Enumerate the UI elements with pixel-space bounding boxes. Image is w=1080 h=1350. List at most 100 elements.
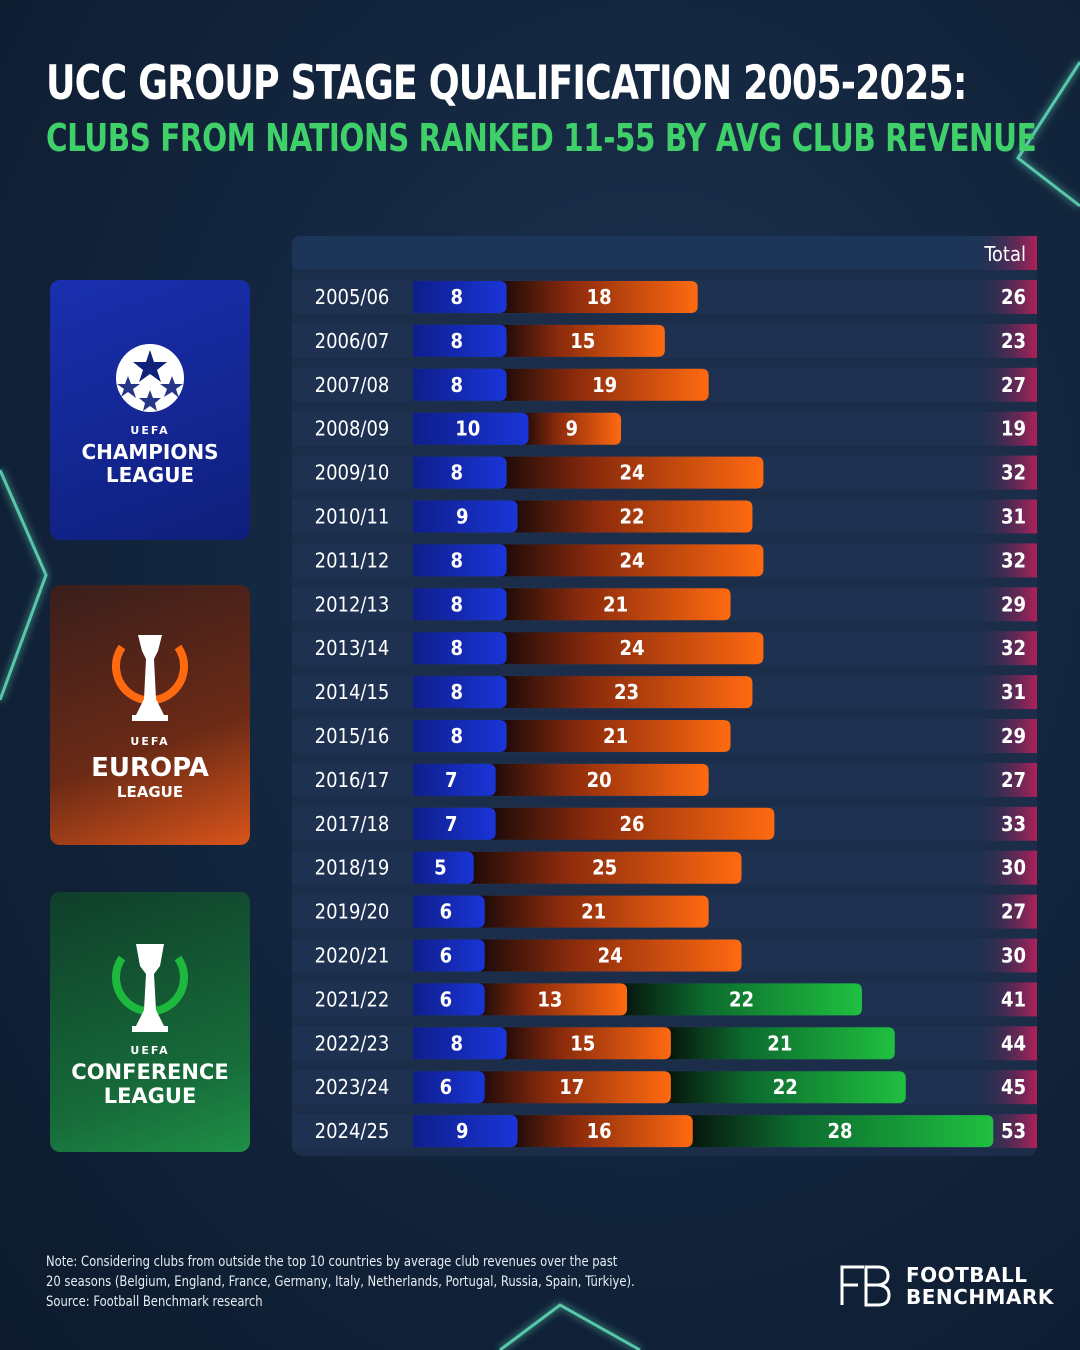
ucl-value-label: 8 (451, 548, 464, 572)
uel-bar (511, 500, 753, 533)
ucl-bar (413, 807, 496, 840)
uel-bar (478, 1071, 671, 1104)
ucl-bar (413, 720, 507, 752)
ucl-bar (413, 1027, 507, 1060)
ucl-value-label: 10 (455, 417, 480, 441)
total-cell-background (970, 411, 1037, 446)
uecl-name-line2: LEAGUE (103, 1084, 197, 1108)
total-value-label: 33 (1001, 812, 1026, 836)
ucl-bar (413, 851, 474, 884)
conference-trophy-icon (112, 944, 188, 1032)
europa-league-panel: UEFA EUROPA LEAGUE (50, 585, 250, 845)
total-value-label: 30 (1001, 856, 1026, 880)
total-cell-background (970, 938, 1037, 973)
chart-title: UCC GROUP STAGE QUALIFICATION 2005-2025: (46, 56, 967, 111)
uecl-bar (686, 1115, 994, 1148)
ucl-value-label: 9 (456, 1119, 469, 1143)
uecl-value-label: 22 (729, 987, 754, 1011)
season-label: 2019/20 (315, 900, 390, 924)
footnote-line2: 20 seasons (Belgium, England, France, Ge… (46, 1274, 635, 1290)
ucl-bar (413, 281, 507, 313)
uel-value-label: 20 (587, 768, 612, 792)
season-label: 2009/10 (315, 461, 390, 485)
ucl-value-label: 8 (451, 329, 464, 353)
uecl-value-label: 22 (773, 1075, 798, 1099)
uel-value-label: 17 (559, 1075, 584, 1099)
ucl-bar (413, 412, 529, 445)
total-cell-background (970, 850, 1037, 885)
uel-value-label: 25 (592, 856, 617, 880)
uel-value-label: 24 (619, 548, 644, 572)
ucl-bar (413, 1071, 485, 1104)
uel-value-label: 21 (603, 592, 628, 616)
uel-bar (478, 939, 742, 972)
uecl-value-label: 28 (828, 1119, 853, 1143)
season-label: 2018/19 (315, 856, 390, 880)
total-cell-background (970, 1026, 1037, 1061)
season-label: 2014/15 (315, 680, 390, 704)
ucl-value-label: 7 (445, 768, 458, 792)
season-label: 2017/18 (315, 812, 390, 836)
ucl-bar (413, 500, 518, 533)
total-column-header: Total (983, 242, 1026, 266)
total-cell-background (970, 1070, 1037, 1105)
ucl-bar (413, 1115, 518, 1148)
total-value-label: 26 (1001, 285, 1026, 309)
uel-bar (500, 1027, 671, 1060)
uel-bar (500, 720, 731, 752)
europa-trophy-icon (112, 635, 188, 721)
ucl-name-line2: LEAGUE (105, 463, 195, 487)
ucl-value-label: 8 (451, 373, 464, 397)
uel-name-line1: EUROPA (91, 753, 209, 783)
total-value-label: 29 (1001, 592, 1026, 616)
ucl-name-line1: CHAMPIONS (81, 440, 219, 464)
season-label: 2015/16 (315, 724, 390, 748)
total-value-label: 27 (1001, 768, 1026, 792)
total-value-label: 53 (1001, 1119, 1026, 1143)
footnote-source: Source: Football Benchmark research (46, 1294, 263, 1310)
uel-value-label: 26 (619, 812, 644, 836)
ucl-value-label: 6 (440, 1075, 453, 1099)
uel-value-label: 15 (570, 1031, 595, 1055)
uecl-name-line1: CONFERENCE (71, 1060, 229, 1084)
uel-value-label: 13 (537, 987, 562, 1011)
ucl-value-label: 8 (451, 680, 464, 704)
uel-value-label: 23 (614, 680, 639, 704)
total-value-label: 32 (1001, 461, 1026, 485)
ucl-bar (413, 983, 485, 1016)
ucl-bar (413, 456, 507, 489)
season-label: 2016/17 (315, 768, 390, 792)
total-cell-background (970, 543, 1037, 578)
uel-bar (511, 1115, 693, 1148)
ucl-bar (413, 676, 507, 709)
season-label: 2023/24 (315, 1075, 390, 1099)
ucl-bar (413, 632, 507, 665)
total-cell-background (970, 499, 1037, 534)
uel-value-label: 22 (619, 505, 644, 529)
ucl-bar (413, 763, 496, 796)
uel-bar (500, 632, 764, 665)
season-label: 2006/07 (315, 329, 390, 353)
conference-league-panel: UEFA CONFERENCE LEAGUE (50, 892, 250, 1152)
starball-icon (116, 344, 184, 412)
ucl-bar (413, 368, 507, 401)
season-label: 2021/22 (315, 987, 390, 1011)
total-cell-background (970, 455, 1037, 490)
brand-line2: BENCHMARK (906, 1285, 1054, 1309)
total-header-background (970, 236, 1037, 270)
uel-value-label: 15 (570, 329, 595, 353)
total-value-label: 45 (1001, 1075, 1026, 1099)
total-value-label: 44 (1001, 1031, 1026, 1055)
uecl-bar (621, 983, 862, 1016)
uel-bar (467, 851, 742, 884)
uel-value-label: 24 (619, 636, 644, 660)
season-label: 2024/25 (315, 1119, 390, 1143)
ucl-bar (413, 324, 507, 357)
ucl-value-label: 5 (434, 856, 447, 880)
season-label: 2010/11 (315, 505, 390, 529)
ucl-value-label: 7 (445, 812, 458, 836)
total-value-label: 27 (1001, 373, 1026, 397)
uel-bar (500, 456, 764, 489)
season-label: 2022/23 (315, 1031, 390, 1055)
